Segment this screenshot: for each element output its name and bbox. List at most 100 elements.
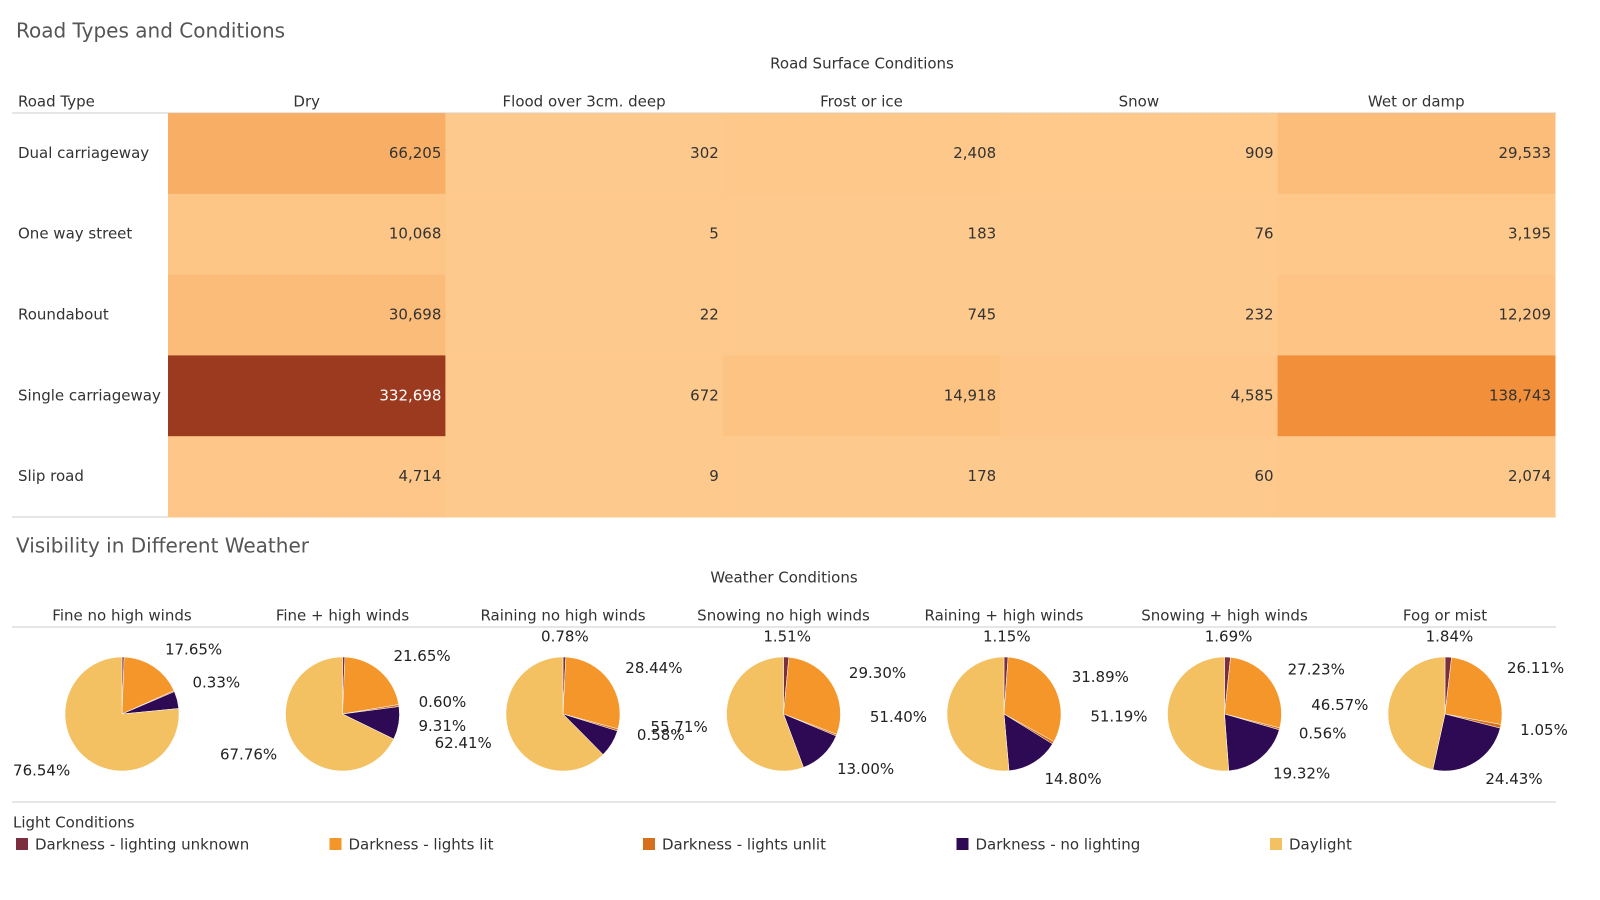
heat-cell [1277, 113, 1556, 195]
heat-cell [1000, 274, 1279, 356]
heat-cell [445, 355, 724, 437]
cell-label: 9 [709, 467, 719, 485]
slice-label: 51.19% [1090, 707, 1147, 725]
legend-swatch [16, 838, 28, 850]
cell-label: 745 [968, 306, 997, 324]
cell-label: 14,918 [944, 386, 997, 404]
slice-label: 1.69% [1205, 628, 1253, 646]
pie-name: Raining no high winds [480, 607, 645, 625]
slice-label: 0.60% [419, 693, 467, 711]
slice-label: 1.15% [983, 628, 1031, 646]
heat-cell [722, 355, 1001, 437]
legend-swatch [643, 838, 655, 850]
cell-label: 672 [690, 386, 719, 404]
heat-cell [1000, 436, 1279, 518]
heat-cell [1277, 436, 1556, 518]
slice-label: 9.31% [418, 717, 466, 735]
heat-cell [168, 113, 446, 195]
slice-label: 1.51% [763, 628, 811, 646]
cell-label: 10,068 [389, 225, 442, 243]
slice-label: 21.65% [393, 647, 450, 665]
column-title: Road Surface Conditions [770, 55, 954, 73]
pie-name: Fine no high winds [52, 607, 192, 625]
slice-label: 62.41% [435, 734, 492, 752]
heat-cell [168, 193, 446, 276]
slice-label: 19.32% [1273, 764, 1330, 782]
heat-cell [722, 113, 1001, 195]
heat-cell [1000, 113, 1279, 195]
pie-slice [1167, 656, 1230, 772]
row-header: Single carriageway [18, 386, 161, 404]
cell-label: 302 [690, 144, 719, 162]
heatmap-title: Road Types and Conditions [16, 19, 285, 43]
heat-cell [722, 436, 1001, 518]
heat-cell [1277, 193, 1556, 276]
heat-cell [1000, 355, 1279, 437]
pie-name: Raining + high winds [924, 607, 1083, 625]
column-header: Wet or damp [1368, 93, 1465, 111]
heat-cell [722, 193, 1001, 276]
cell-label: 29,533 [1499, 144, 1552, 162]
pie-slice [562, 656, 621, 730]
column-header: Flood over 3cm. deep [503, 93, 666, 111]
column-header: Frost or ice [820, 93, 903, 111]
pie-slice [1224, 657, 1282, 729]
slice-label: 1.05% [1520, 721, 1568, 739]
heat-cell [1000, 193, 1279, 276]
heat-cell [1277, 274, 1556, 356]
cell-label: 232 [1245, 306, 1274, 324]
cell-label: 66,205 [389, 144, 442, 162]
heat-cell [445, 113, 724, 195]
row-header: One way street [18, 225, 132, 243]
pie-slice [342, 656, 399, 715]
slice-label: 46.57% [1311, 696, 1368, 714]
slice-label: 29.30% [849, 664, 906, 682]
cell-label: 2,408 [953, 144, 996, 162]
slice-label: 55.71% [651, 718, 708, 736]
slice-label: 0.33% [193, 674, 241, 692]
column-header: Dry [293, 93, 320, 111]
pie-slice [1003, 656, 1062, 742]
cell-label: 4,714 [398, 467, 441, 485]
pie-slice [1003, 713, 1053, 772]
slice-label: 67.76% [220, 745, 277, 763]
legend-title: Light Conditions [13, 814, 135, 832]
slice-label: 31.89% [1072, 668, 1129, 686]
pie-slice [1224, 713, 1280, 772]
slice-label: 76.54% [13, 762, 70, 780]
legend-label: Darkness - lighting unknown [35, 836, 249, 854]
heat-cell [1277, 355, 1556, 437]
legend-label: Darkness - lights lit [349, 836, 494, 854]
pie-slice [1444, 657, 1503, 725]
pie-name: Fog or mist [1403, 607, 1487, 625]
legend-swatch [329, 838, 342, 850]
slice-label: 13.00% [837, 760, 894, 778]
pie-slice [64, 656, 180, 772]
heat-cell [445, 193, 724, 276]
cell-label: 22 [700, 306, 719, 324]
heat-cell [445, 274, 724, 356]
cell-label: 178 [968, 467, 997, 485]
slice-label: 28.44% [625, 659, 682, 677]
cell-label: 30,698 [389, 306, 442, 324]
slice-label: 27.23% [1288, 660, 1345, 678]
cell-label: 76 [1255, 225, 1274, 243]
column-header: Snow [1119, 93, 1159, 111]
cell-label: 5 [709, 225, 719, 243]
pie-name: Fine + high winds [276, 607, 409, 625]
legend-label: Darkness - no lighting [976, 836, 1141, 854]
heat-cell [445, 436, 724, 518]
slice-label: 14.80% [1044, 770, 1101, 788]
cell-label: 2,074 [1508, 467, 1551, 485]
pie-name: Snowing no high winds [697, 607, 870, 625]
cell-label: 138,743 [1489, 386, 1551, 404]
cell-label: 909 [1245, 144, 1274, 162]
cell-label: 60 [1255, 467, 1274, 485]
cell-label: 12,209 [1499, 306, 1552, 324]
slice-label: 24.43% [1485, 770, 1542, 788]
pie-slice [783, 656, 841, 735]
pie-slice [946, 656, 1010, 772]
slice-label: 1.84% [1426, 628, 1474, 646]
pie-slice [1432, 713, 1501, 772]
